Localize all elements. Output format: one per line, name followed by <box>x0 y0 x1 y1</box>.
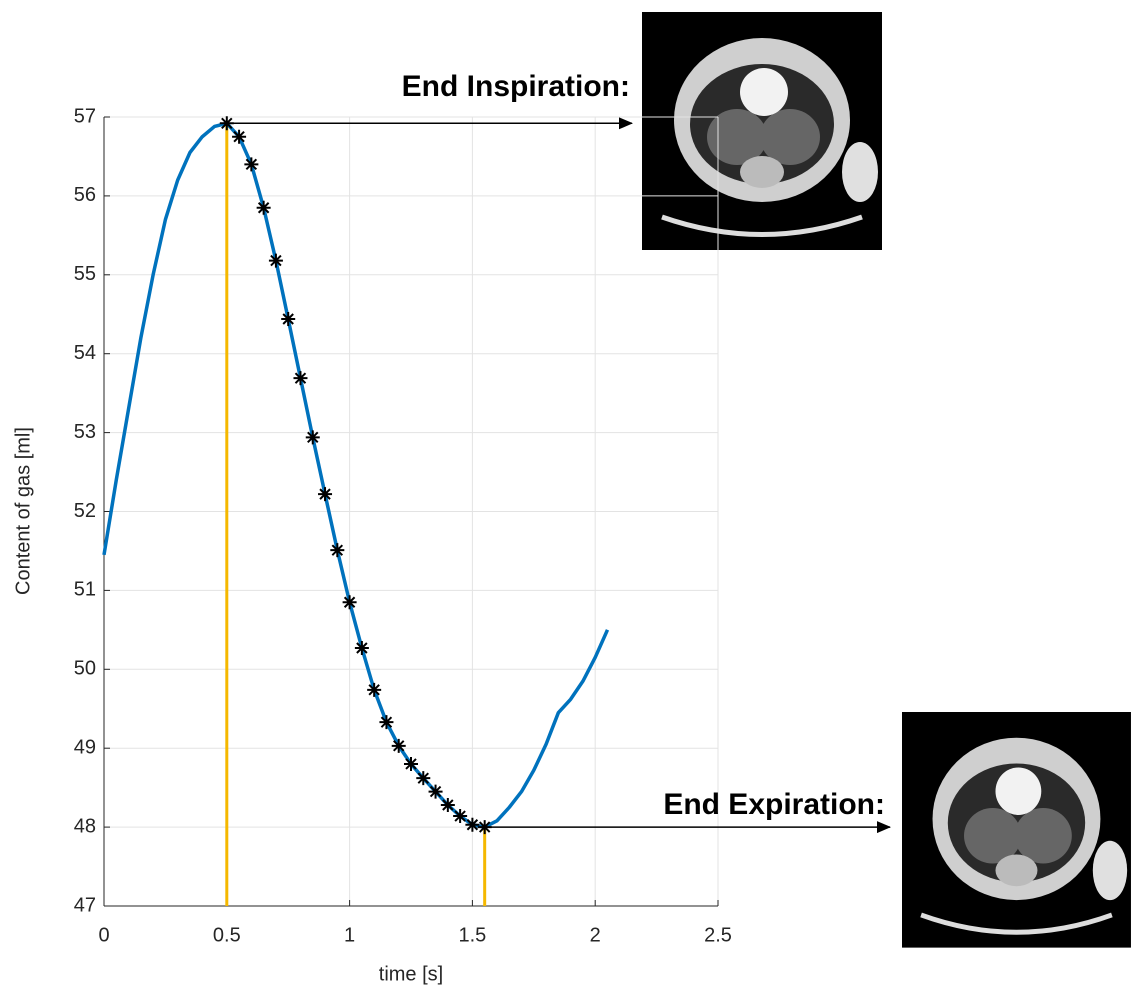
y-tick-label: 47 <box>74 894 96 916</box>
y-tick-label: 55 <box>74 263 96 285</box>
data-point <box>244 157 258 171</box>
y-tick-label: 52 <box>74 500 96 522</box>
data-point <box>281 312 295 326</box>
data-point <box>293 371 307 385</box>
data-point <box>429 785 443 799</box>
x-tick-label: 0.5 <box>213 924 241 946</box>
y-tick-label: 51 <box>74 579 96 601</box>
data-point <box>404 757 418 771</box>
x-tick-label: 1 <box>344 924 355 946</box>
data-point <box>416 771 430 785</box>
x-axis-label: time [s] <box>379 963 443 985</box>
data-point <box>379 715 393 729</box>
data-point <box>453 809 467 823</box>
y-tick-label: 50 <box>74 658 96 680</box>
data-point <box>478 820 492 834</box>
data-point <box>465 818 479 832</box>
data-point <box>330 543 344 557</box>
data-point <box>441 798 455 812</box>
y-tick-label: 53 <box>74 421 96 443</box>
chart: time [s] Content of gas [ml] 47 48 49 50 51 5… <box>0 0 1131 996</box>
ct-image <box>642 12 882 250</box>
y-axis-label: Content of gas [ml] <box>12 427 34 595</box>
data-point <box>318 487 332 501</box>
data-point <box>269 254 283 268</box>
annotation: End Expiration: <box>663 788 885 821</box>
data-point <box>220 116 234 130</box>
x-tick-label: 2 <box>590 924 601 946</box>
x-tick-label: 0 <box>98 924 109 946</box>
data-point <box>257 201 271 215</box>
data-point <box>392 739 406 753</box>
annotation: End Inspiration: <box>402 70 630 103</box>
y-tick-label: 49 <box>74 736 96 758</box>
x-tick-label: 2.5 <box>704 924 732 946</box>
data-point <box>355 641 369 655</box>
data-point <box>306 430 320 444</box>
data-point <box>367 683 381 697</box>
y-tick-label: 57 <box>74 105 96 127</box>
data-point <box>343 595 357 609</box>
y-tick-label: 48 <box>74 815 96 837</box>
x-tick-label: 1.5 <box>458 924 486 946</box>
ct-image <box>902 712 1131 948</box>
y-tick-label: 54 <box>74 342 96 364</box>
data-line <box>104 123 607 827</box>
y-tick-label: 56 <box>74 184 96 206</box>
data-point <box>232 130 246 144</box>
